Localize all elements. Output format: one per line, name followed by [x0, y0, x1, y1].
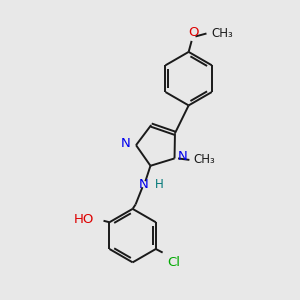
- Text: N: N: [178, 150, 188, 164]
- Text: Cl: Cl: [167, 256, 180, 268]
- Text: H: H: [155, 178, 164, 191]
- Text: HO: HO: [74, 213, 94, 226]
- Text: N: N: [139, 178, 149, 191]
- Text: O: O: [188, 26, 198, 39]
- Text: CH₃: CH₃: [194, 153, 216, 167]
- Text: N: N: [121, 137, 131, 150]
- Text: CH₃: CH₃: [211, 27, 233, 40]
